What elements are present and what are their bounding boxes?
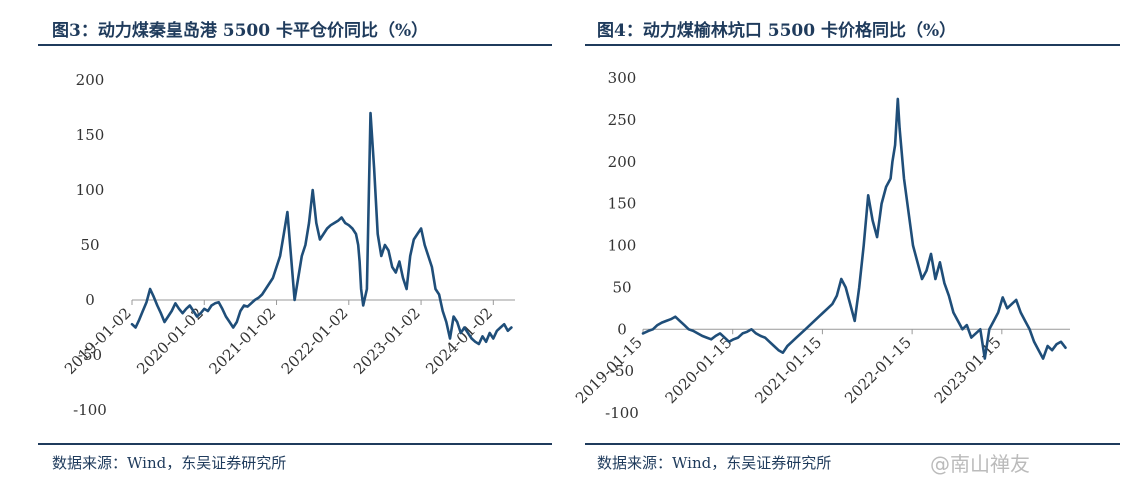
y-tick-label: 150 xyxy=(608,195,637,213)
y-tick-label: -100 xyxy=(605,404,639,422)
y-tick-label: 200 xyxy=(76,71,105,89)
x-tick-label: 2022-01-15 xyxy=(841,333,915,407)
y-tick-label: 200 xyxy=(608,153,637,171)
y-tick-label: 300 xyxy=(608,69,637,87)
source-rule xyxy=(585,443,1120,445)
chart-title: 图3：动力煤秦皇岛港 5500 卡平仓价同比（%） xyxy=(52,21,429,41)
x-tick-label: 2023-01-15 xyxy=(931,333,1005,407)
y-tick-label: 0 xyxy=(617,320,627,338)
y-tick-label: 0 xyxy=(85,291,95,309)
line-chart: -100 -50 0 50 100 150 200 250 300 2019-01-15 2020-… xyxy=(572,69,1070,422)
y-tick-label: 150 xyxy=(76,126,105,144)
x-tick-label: 2020-01-15 xyxy=(662,333,736,407)
chart-panel-right: 图4：动力煤榆林坑口 5500 卡价格同比（%） -100 -50 0 50 100 15… xyxy=(565,0,1125,488)
x-tick-label: 2023-01-02 xyxy=(350,304,424,378)
x-tick-label: 2019-01-02 xyxy=(61,304,135,378)
y-tick-label: -50 xyxy=(610,362,634,380)
title-rule xyxy=(38,44,552,46)
y-tick-label: -100 xyxy=(73,401,107,419)
x-tick-label: 2019-01-15 xyxy=(572,333,646,407)
watermark: @南山禅友 xyxy=(930,452,1030,476)
chart-title: 图4：动力煤榆林坑口 5500 卡价格同比（%） xyxy=(597,21,957,41)
series-line xyxy=(641,97,1067,360)
x-tick-label: 2022-01-02 xyxy=(278,304,352,378)
y-tick-label: 50 xyxy=(612,278,631,296)
y-tick-label: -50 xyxy=(78,346,102,364)
y-tick-label: 250 xyxy=(608,111,637,129)
y-tick-label: 100 xyxy=(76,181,105,199)
y-tick-label: 50 xyxy=(80,236,99,254)
source-note: 数据来源：Wind，东吴证券研究所 xyxy=(597,454,832,472)
x-tick-label: 2021-01-02 xyxy=(205,304,279,378)
y-tick-label: 100 xyxy=(608,237,637,255)
source-rule xyxy=(38,443,552,445)
source-note: 数据来源：Wind，东吴证券研究所 xyxy=(52,454,287,472)
series-line xyxy=(130,111,513,346)
line-chart: -100-500501001502002019-01-022020-01-022… xyxy=(61,71,515,419)
title-rule xyxy=(585,44,1120,46)
chart-panel-left: 图3：动力煤秦皇岛港 5500 卡平仓价同比（%） -100 -50 0 50 100 1… xyxy=(0,0,560,488)
